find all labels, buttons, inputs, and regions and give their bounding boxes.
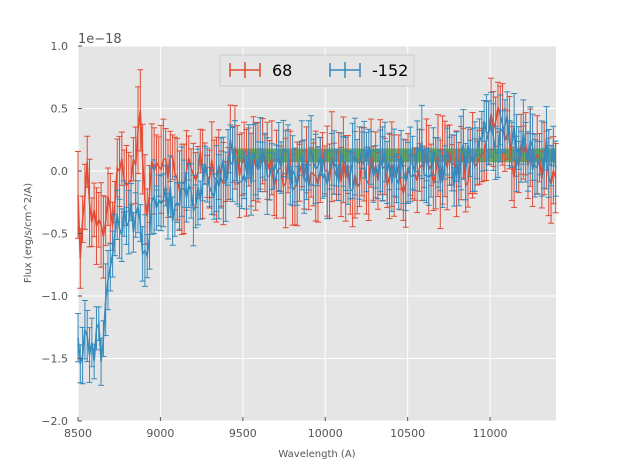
x-ticks: 8500 9000 9500 10000 10500 11000 — [64, 417, 508, 440]
legend: 68 -152 — [219, 54, 415, 87]
y-tick-label-0: 0.0 — [51, 165, 69, 178]
x-tick-label-11000: 11000 — [473, 427, 508, 440]
y-tick-label-m2: −2.0 — [41, 415, 68, 428]
legend-item-68: 68 — [229, 61, 292, 80]
y-axis-label: Flux (erg/s/cm^2/A) — [23, 183, 34, 283]
y-tick-label-1: 1.0 — [51, 40, 69, 53]
y-tick-label-m1m5: −1.5 — [41, 353, 68, 366]
y-tick-label-m1: −1.0 — [41, 290, 68, 303]
y-tick-label-m0m5: −0.5 — [41, 228, 68, 241]
x-tick-label-10500: 10500 — [390, 427, 425, 440]
y-offset-label: 1e−18 — [78, 32, 122, 47]
legend-label-68: 68 — [272, 61, 292, 80]
series-line-m152 — [77, 115, 557, 365]
series-m152 — [75, 91, 559, 386]
y-tick-label-0m5: 0.5 — [51, 103, 69, 116]
x-axis-label: Wavelength (A) — [278, 449, 355, 460]
x-tick-label-9500: 9500 — [229, 427, 257, 440]
x-tick-label-9000: 9000 — [146, 427, 174, 440]
y-ticks: −2.0 −1.5 −1.0 −0.5 0.0 0.5 1.0 — [41, 40, 82, 428]
grid — [77, 45, 556, 422]
x-tick-label-8500: 8500 — [64, 427, 92, 440]
legend-item-152: -152 — [329, 61, 408, 80]
series-layer — [75, 69, 559, 386]
series-line-68 — [77, 106, 557, 259]
x-tick-label-10000: 10000 — [308, 427, 343, 440]
legend-label-152: -152 — [372, 61, 408, 80]
